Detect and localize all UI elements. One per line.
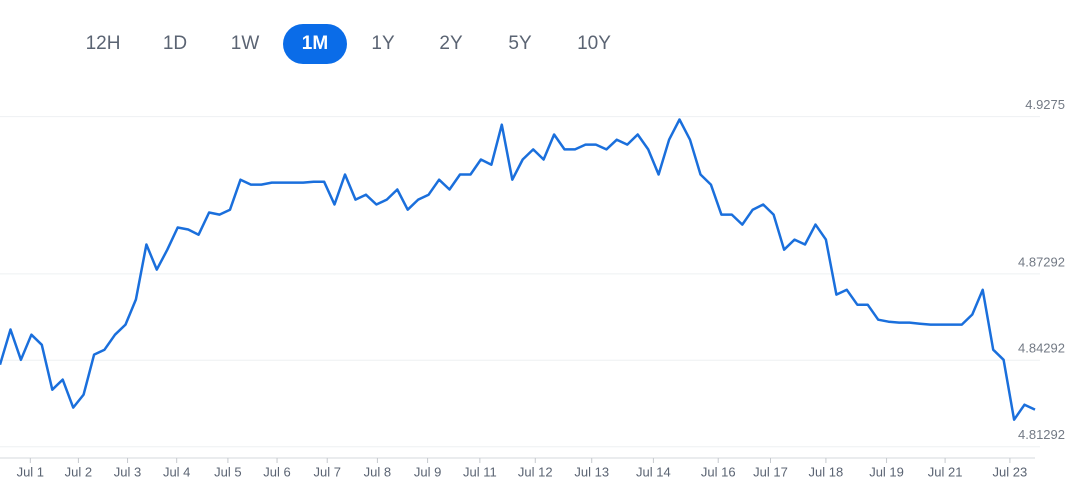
y-tick-label: 4.9275 — [1025, 97, 1065, 112]
x-tick-label: Jul 2 — [65, 464, 92, 479]
x-tick-label: Jul 11 — [463, 464, 497, 479]
x-tick-label: Jul 1 — [17, 464, 44, 479]
x-tick-label: Jul 6 — [263, 464, 290, 479]
x-tick-label: Jul 21 — [928, 464, 963, 479]
x-tick-label: Jul 3 — [114, 464, 141, 479]
range-button[interactable]: 10Y — [577, 33, 611, 54]
range-button[interactable]: 1M — [283, 24, 347, 64]
x-tick-label: Jul 9 — [414, 464, 441, 479]
x-tick-label: Jul 13 — [574, 464, 609, 479]
range-button[interactable]: 1Y — [371, 33, 395, 54]
y-tick-label: 4.87292 — [1018, 254, 1065, 269]
x-tick-label: Jul 12 — [518, 464, 553, 479]
x-tick-label: Jul 5 — [214, 464, 241, 479]
x-tick-label: Jul 19 — [869, 464, 904, 479]
x-tick-label: Jul 18 — [809, 464, 844, 479]
x-tick-label: Jul 7 — [313, 464, 340, 479]
x-tick-label: Jul 16 — [701, 464, 736, 479]
y-tick-label: 4.84292 — [1018, 341, 1065, 356]
price-line — [0, 118, 1036, 421]
y-tick-label: 4.81292 — [1018, 427, 1065, 442]
x-tick-label: Jul 23 — [993, 464, 1028, 479]
range-button[interactable]: 1D — [162, 33, 188, 54]
range-button[interactable]: 5Y — [508, 33, 532, 54]
range-button[interactable]: 12H — [85, 33, 121, 54]
range-button[interactable]: 2Y — [439, 33, 463, 54]
x-tick-label: Jul 4 — [163, 464, 190, 479]
x-tick-label: Jul 14 — [636, 464, 671, 479]
x-tick-label: Jul 17 — [753, 464, 788, 479]
x-tick-label: Jul 8 — [364, 464, 391, 479]
range-button[interactable]: 1W — [230, 33, 260, 54]
